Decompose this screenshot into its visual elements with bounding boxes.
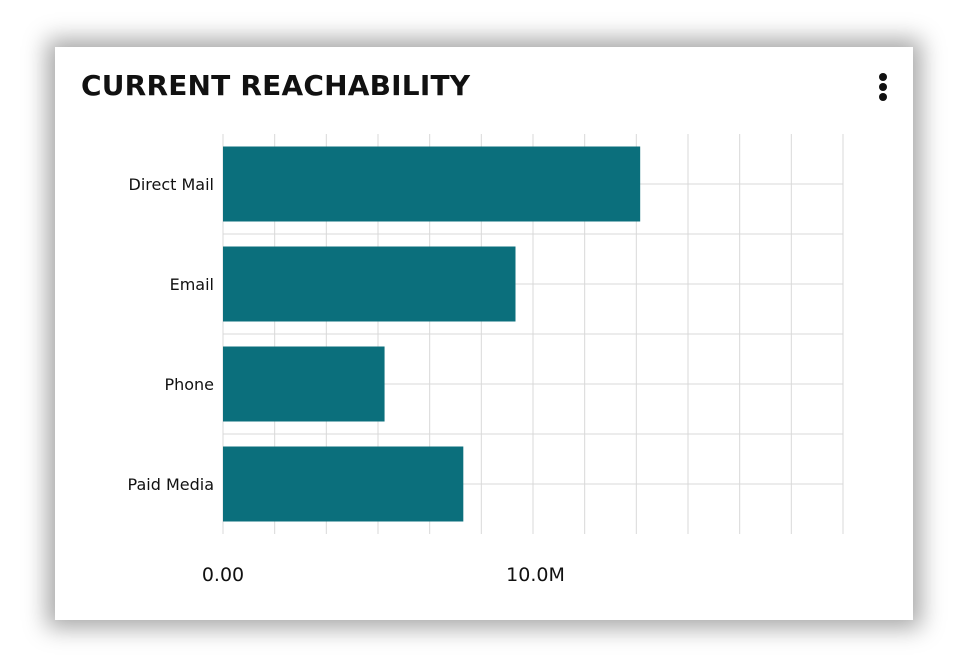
- bar-paid-media[interactable]: [223, 446, 464, 522]
- category-label: Direct Mail: [129, 175, 215, 194]
- more-options-button[interactable]: [873, 71, 893, 103]
- category-label: Paid Media: [128, 475, 214, 494]
- bar-phone[interactable]: [223, 346, 385, 422]
- card-title: CURRENT REACHABILITY: [81, 69, 471, 102]
- x-tick-label: 10.0M: [506, 564, 565, 586]
- bar-email[interactable]: [223, 246, 516, 322]
- bars: [223, 146, 641, 522]
- bar-direct-mail[interactable]: [223, 146, 641, 222]
- reachability-bar-chart: Direct Mail Email Phone Paid Media 0.00 10.0…: [128, 134, 844, 586]
- x-axis-ticks: 0.00 10.0M: [202, 564, 565, 586]
- category-labels: Direct Mail Email Phone Paid Media: [128, 175, 214, 494]
- category-label: Email: [170, 275, 214, 294]
- x-tick-label: 0.00: [202, 564, 244, 586]
- category-label: Phone: [164, 375, 214, 394]
- reachability-card: CURRENT REACHABILITY Direct Mail Email Pho…: [55, 47, 913, 620]
